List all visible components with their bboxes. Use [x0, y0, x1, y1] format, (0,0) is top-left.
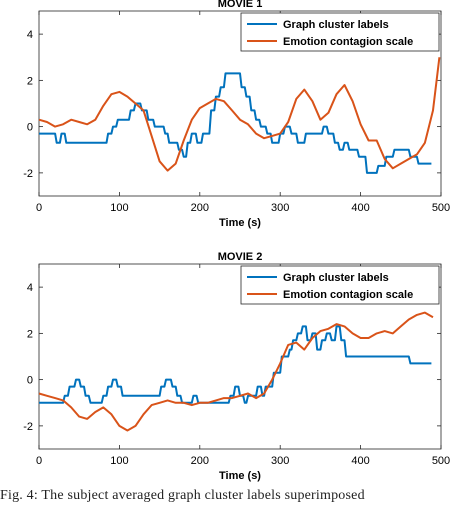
chart2-legend-label-2: Emotion contagion scale [283, 289, 413, 301]
chart2-xtick-label: 200 [191, 455, 209, 467]
chart1-legend-label-2: Emotion contagion scale [283, 36, 413, 48]
chart2-legend-label-1: Graph cluster labels [283, 272, 389, 284]
chart1-ytick-label: -2 [23, 168, 33, 180]
chart2-legend-box [240, 265, 440, 305]
chart1-ytick-label: 0 [27, 122, 33, 134]
chart2-ytick-label: 2 [27, 328, 33, 340]
chart2-series-2-line [38, 311, 434, 432]
chart2-xtick-label: 500 [432, 455, 450, 467]
chart2-xtick-label: 0 [36, 455, 42, 467]
chart2-series-1-line [39, 325, 432, 404]
chart1-series-1-line [39, 72, 432, 174]
chart2-xtick-label: 400 [351, 455, 369, 467]
chart1-xtick-label: 0 [36, 202, 42, 214]
chart1-legend-box [240, 12, 440, 52]
chart1-ytick-label: 4 [27, 29, 33, 41]
chart1-legend-label-1: Graph cluster labels [283, 19, 389, 31]
chart1-title: MOVIE 1 [218, 0, 263, 10]
chart1-xtick-label: 500 [432, 202, 450, 214]
chart1-xtick-label: 200 [191, 202, 209, 214]
chart1-series-2-line [38, 57, 441, 172]
chart2-ytick-label: 4 [27, 282, 33, 294]
chart1-ytick-label: 2 [27, 75, 33, 87]
chart2-ytick-label: -2 [23, 421, 33, 433]
chart2-xlabel: Time (s) [219, 470, 261, 482]
chart2-axes-box [38, 263, 442, 450]
chart1-xtick-label: 100 [110, 202, 128, 214]
chart2-xtick-label: 100 [110, 455, 128, 467]
chart2-ytick-label: 0 [27, 375, 33, 387]
chart1-xlabel: Time (s) [219, 217, 261, 229]
chart1-xtick-label: 300 [271, 202, 289, 214]
chart1-axes-box [38, 10, 442, 197]
chart2-title: MOVIE 2 [218, 251, 263, 263]
chart1-xtick-label: 400 [351, 202, 369, 214]
figure-caption: Fig. 4: The subject averaged graph clust… [0, 488, 365, 503]
chart2-xtick-label: 300 [271, 455, 289, 467]
